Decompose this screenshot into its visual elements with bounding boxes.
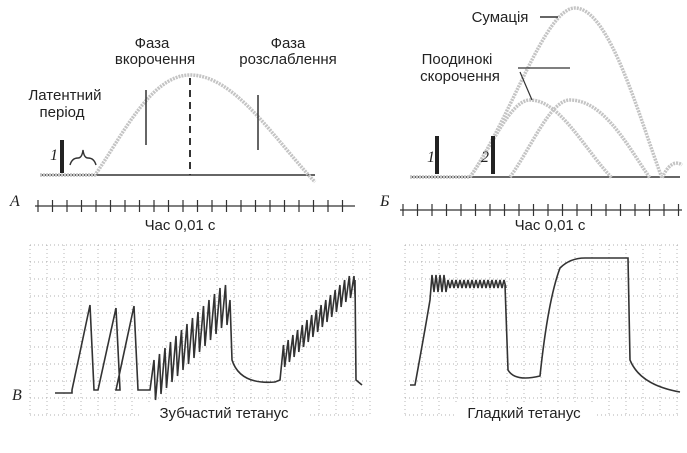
brace: [69, 149, 97, 166]
time-label: Час 0,01 с: [515, 217, 586, 234]
label: скорочення: [420, 68, 500, 85]
label: Фаза: [271, 35, 306, 52]
label: Фаза: [135, 35, 170, 52]
caption: Гладкий тетанус: [467, 405, 581, 422]
label: період: [40, 104, 85, 121]
label: розслаблення: [239, 51, 337, 68]
twitch-curve: [508, 98, 652, 180]
time-ticks: [37, 200, 344, 212]
caption: Зубчастий тетанус: [160, 405, 289, 422]
tetanus-trace: [410, 257, 681, 393]
stimulus-label: 2: [481, 149, 489, 166]
stimulus-mark: [491, 136, 495, 174]
twitch-curve: [410, 98, 614, 180]
stimulus-mark: [435, 136, 439, 174]
label: Поодинокі: [422, 51, 493, 68]
stimulus-label: 1: [427, 149, 435, 166]
label: Сумація: [472, 9, 529, 26]
summation-curve: [468, 6, 684, 183]
panel-letter: В: [12, 387, 22, 404]
stimulus-mark: [60, 140, 64, 173]
tetanus-trace: [55, 275, 363, 401]
twitch-curve: [40, 73, 317, 184]
panel-letter: Б: [379, 193, 390, 210]
pointer: [518, 67, 570, 101]
caption-bg: [455, 402, 595, 422]
time-label: Час 0,01 с: [145, 217, 216, 234]
time-ticks: [402, 204, 680, 216]
stimulus-label: 1: [50, 147, 58, 164]
label: Латентний: [28, 87, 101, 104]
caption-bg: [140, 402, 310, 422]
label: вкорочення: [115, 51, 195, 68]
panel-letter: А: [9, 193, 20, 210]
